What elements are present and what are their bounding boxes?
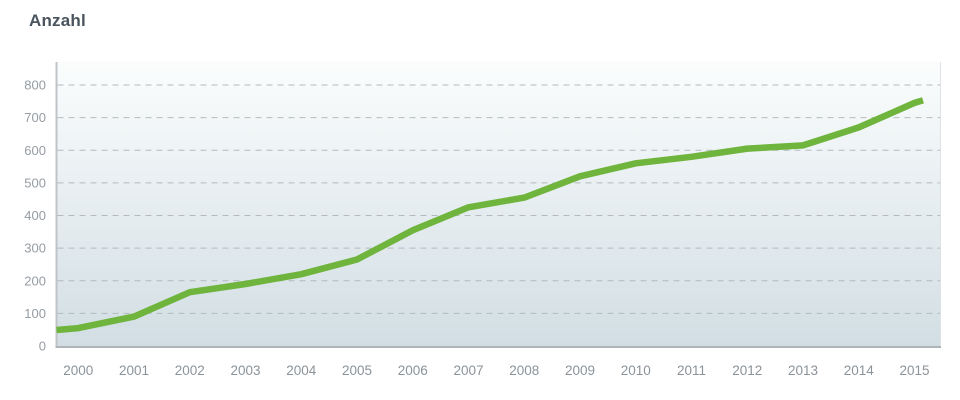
y-axis-label-200: 200 xyxy=(24,273,46,288)
x-axis-labels: 2000 2001 2002 2003 2004 2005 2006 2007 2008 2009… xyxy=(63,363,929,378)
x-axis-label-2001: 2001 xyxy=(119,363,149,378)
x-axis-label-2011: 2011 xyxy=(677,363,706,378)
y-axis-label-800: 800 xyxy=(24,78,46,93)
y-axis-label-600: 600 xyxy=(24,143,46,158)
x-axis-label-2010: 2010 xyxy=(621,363,651,378)
x-axis-label-2002: 2002 xyxy=(175,363,205,378)
x-axis-label-2015: 2015 xyxy=(899,363,929,378)
y-axis-label-300: 300 xyxy=(24,241,46,256)
x-axis-label-2007: 2007 xyxy=(453,363,483,378)
x-axis-label-2014: 2014 xyxy=(844,363,875,378)
x-axis-label-2009: 2009 xyxy=(565,363,595,378)
gridlines xyxy=(57,84,941,314)
x-axis-label-2008: 2008 xyxy=(509,363,539,378)
y-axis-labels: 0 100 200 300 400 500 600 700 800 xyxy=(24,78,46,354)
y-axis-label-100: 100 xyxy=(24,306,46,321)
x-axis-label-2003: 2003 xyxy=(230,363,260,378)
x-axis-label-2005: 2005 xyxy=(342,363,372,378)
x-axis-label-2004: 2004 xyxy=(286,363,317,378)
y-axis-label-0: 0 xyxy=(39,339,46,354)
chart-title: Anzahl xyxy=(29,11,86,30)
x-axis-label-2012: 2012 xyxy=(732,363,762,378)
series-line xyxy=(56,97,924,334)
y-axis-label-700: 700 xyxy=(24,110,46,125)
x-axis-label-2000: 2000 xyxy=(63,363,93,378)
y-axis-label-400: 400 xyxy=(24,208,46,223)
x-axis-label-2006: 2006 xyxy=(398,363,428,378)
x-axis-label-2013: 2013 xyxy=(788,363,818,378)
y-axis-label-500: 500 xyxy=(24,175,46,190)
